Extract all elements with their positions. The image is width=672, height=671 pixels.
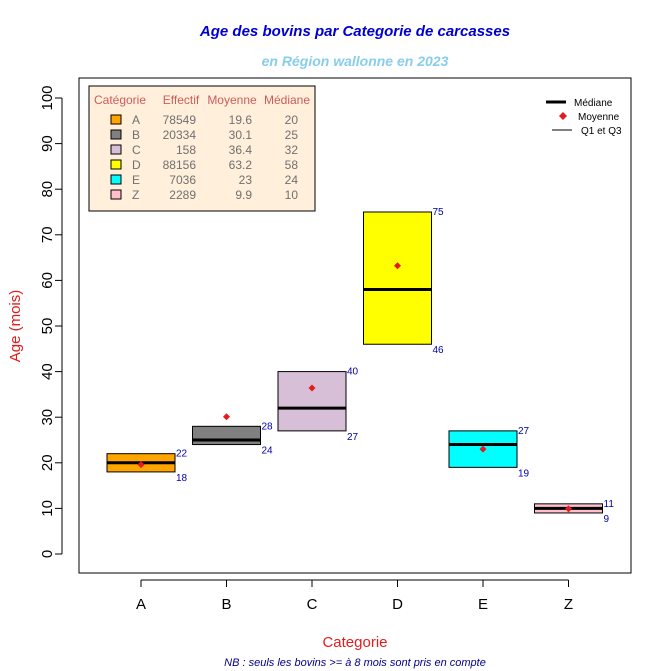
boxes: 22 18 28 24 40 27 75 46 27 19 11 9 [106,207,615,525]
table-category: A [132,113,140,127]
q3-label-e: 27 [518,426,530,437]
table-header: Catégorie [94,93,146,107]
legend-median-label: Médiane [574,98,613,109]
table-category: C [132,143,141,157]
chart-title: Age des bovins par Categorie de carcasse… [199,23,510,40]
legend-mean-label: Moyenne [578,112,620,123]
y-tick-label: 30 [39,409,56,426]
q1-label-d: 46 [433,345,445,356]
chart-subtitle: en Région wallonne en 2023 [262,53,449,69]
footnote: NB : seuls les bovins >= à 8 mois sont p… [224,657,486,669]
x-tick-label: D [392,596,403,613]
q1-label-c: 27 [347,432,359,443]
summary-table: Catégorie Effectif Moyenne Médiane A 78549 19.… [88,85,316,212]
y-tick-label: 20 [39,454,56,471]
table-moyenne: 63.2 [229,158,253,172]
y-tick-label: 70 [39,226,56,243]
table-swatch-b [110,129,122,140]
x-tick-label: E [478,596,488,613]
table-effectif: 2289 [169,188,196,202]
mean-marker-b [223,413,230,421]
box-b [192,425,261,446]
y-tick-label: 90 [39,135,56,152]
y-tick-label: 60 [39,272,56,289]
table-swatch-e [110,174,122,185]
box-d [363,211,432,345]
q3-label-d: 75 [433,207,445,218]
x-axis-label: Categorie [322,634,387,651]
y-tick-label: 100 [39,85,56,110]
legend-mean-key [559,112,567,120]
table-header: Médiane [264,93,310,107]
table-mediane: 58 [285,158,299,172]
table-moyenne: 19.6 [229,113,253,127]
q1-label-b: 24 [262,446,274,457]
mean-marker-z [565,505,572,513]
table-mediane: 32 [285,143,299,157]
x-tick-label: A [136,596,146,613]
table-category: Z [132,188,139,202]
x-tick-label: Z [564,596,573,613]
q3-label-c: 40 [347,367,359,378]
mean-marker-a [137,461,145,469]
y-axis-label: Age (mois) [7,290,24,363]
table-moyenne: 9.9 [235,188,252,202]
table-header: Moyenne [207,93,257,107]
y-tick-label: 10 [39,500,56,517]
mean-marker-c [308,384,316,392]
table-category: D [132,158,141,172]
table-swatch-a [110,114,122,125]
y-tick-label: 0 [39,550,56,558]
table-mediane: 24 [285,173,299,187]
q3-label-b: 28 [262,421,274,432]
plot-frame [78,77,632,574]
legend-quartile-label: Q1 et Q3 [581,126,622,137]
table-effectif: 78549 [163,113,197,127]
table-effectif: 7036 [169,173,196,187]
table-background [88,85,316,212]
q1-label-z: 9 [604,514,610,525]
box-c [277,371,347,432]
table-effectif: 158 [176,143,196,157]
table-category: E [132,173,140,187]
table-header: Effectif [163,93,200,107]
mean-marker-d [394,262,401,270]
q3-label-z: 11 [604,499,615,510]
table-moyenne: 23 [239,173,253,187]
x-tick-label: C [307,596,318,613]
y-tick-label: 40 [39,363,56,380]
table-swatch-d [110,159,122,170]
y-tick-label: 50 [39,318,56,335]
y-axis: 0 10 20 30 40 50 60 70 80 90 100 [39,85,63,558]
table-swatch-z [110,189,122,200]
legend: Médiane Moyenne Q1 et Q3 [546,98,622,137]
table-moyenne: 36.4 [229,143,253,157]
table-category: B [132,128,140,142]
mean-marker-e [479,445,487,453]
q1-label-e: 19 [518,468,530,479]
table-effectif: 88156 [163,158,197,172]
y-tick-label: 80 [39,181,56,198]
table-moyenne: 30.1 [229,128,253,142]
table-mediane: 25 [285,128,299,142]
table-mediane: 20 [285,113,299,127]
q1-label-a: 18 [176,473,188,484]
table-effectif: 20334 [163,128,197,142]
q3-label-a: 22 [176,449,188,460]
table-swatch-c [110,144,122,155]
x-tick-label: B [221,596,231,613]
table-mediane: 10 [285,188,299,202]
